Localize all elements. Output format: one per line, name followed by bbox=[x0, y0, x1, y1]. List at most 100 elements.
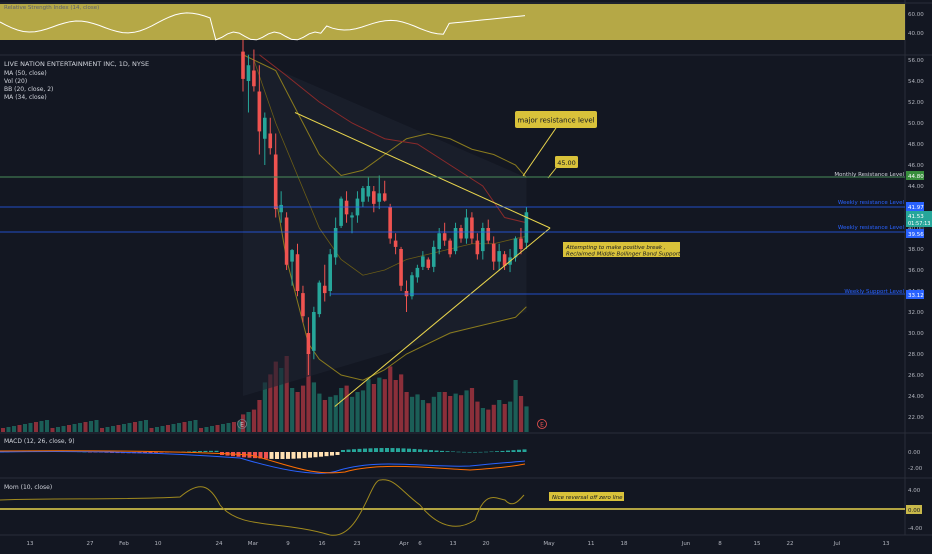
candle-body bbox=[372, 191, 376, 204]
monthly-resistance-tag bbox=[906, 171, 924, 180]
earnings-marker-1[interactable]: E bbox=[237, 419, 247, 429]
volume-bar bbox=[442, 392, 447, 432]
volume-bar bbox=[464, 390, 469, 432]
macd-histogram-bar bbox=[500, 450, 505, 452]
legend-ma34: MA (34, close) bbox=[4, 94, 47, 101]
volume-bar bbox=[94, 420, 99, 432]
bollinger-middle bbox=[253, 59, 527, 276]
volume-bar bbox=[399, 374, 404, 432]
time-tick-label: Feb bbox=[119, 541, 129, 547]
mom-note-box bbox=[549, 492, 624, 501]
target-price-callout[interactable]: 45.00 bbox=[555, 156, 578, 168]
breakout-note[interactable]: Attempting to make positive break , Recl… bbox=[563, 242, 681, 258]
price-tick-label: 32.00 bbox=[908, 310, 924, 316]
volume-bar bbox=[377, 377, 382, 432]
symbol-title: LIVE NATION ENTERTAINMENT INC, 1D, NYSE bbox=[4, 60, 149, 68]
macd-histogram-bar bbox=[390, 448, 395, 452]
volume-bar bbox=[39, 421, 44, 432]
macd-label: MACD (12, 26, close, 9) bbox=[4, 438, 75, 445]
volume-bar bbox=[199, 428, 203, 432]
breakout-note-box bbox=[563, 242, 680, 257]
volume-bar bbox=[366, 379, 371, 432]
monthly-resistance-tag-text: 44.80 bbox=[908, 174, 924, 180]
mom-label: Mom (10, close) bbox=[4, 484, 52, 491]
volume-bar bbox=[350, 396, 355, 432]
macd-histogram-bar bbox=[203, 450, 208, 452]
macd-histogram-bar bbox=[506, 450, 510, 452]
macd-histogram-bar bbox=[346, 449, 351, 452]
mom-note-text: Nice reversal off zero line bbox=[552, 495, 623, 501]
candle-body bbox=[263, 117, 267, 139]
level-lines bbox=[0, 112, 905, 407]
macd-histogram-bar bbox=[401, 448, 406, 452]
major-resistance-box bbox=[515, 111, 597, 128]
volume-bar bbox=[122, 424, 126, 432]
legend-ma50: MA (50, close) bbox=[4, 70, 47, 77]
candle-body bbox=[301, 293, 305, 317]
macd-histogram-bar bbox=[363, 448, 367, 452]
earnings-e: E bbox=[240, 422, 244, 429]
volume-bar bbox=[193, 420, 198, 432]
volume-bar bbox=[491, 404, 496, 432]
current-price-text: 41.53 bbox=[908, 214, 924, 220]
volume-bar bbox=[182, 422, 187, 432]
volume-bar bbox=[322, 400, 327, 432]
weekly-resistance-upper-tag bbox=[906, 202, 924, 211]
volume-bar bbox=[61, 426, 66, 432]
time-tick-label: 15 bbox=[754, 541, 761, 547]
time-tick-label: Mar bbox=[248, 541, 259, 547]
volume-bar bbox=[295, 392, 300, 432]
volume-bar bbox=[453, 393, 458, 432]
price-tick-label: 28.00 bbox=[908, 352, 924, 358]
volume-bar bbox=[431, 396, 436, 432]
bollinger-upper bbox=[242, 54, 527, 178]
candle-body bbox=[502, 254, 507, 266]
price-tick-label: 38.00 bbox=[908, 247, 924, 253]
candle-body bbox=[284, 217, 289, 265]
price-tick-label: 24.00 bbox=[908, 394, 924, 400]
volume-bar bbox=[149, 428, 154, 432]
legend-vol: Vol (20) bbox=[4, 78, 27, 85]
legend-bb: BB (20, close, 2) bbox=[4, 86, 53, 93]
time-tick-label: 6 bbox=[418, 541, 422, 547]
price-tick-label: 50.00 bbox=[908, 121, 924, 127]
volume-bar bbox=[155, 427, 159, 432]
price-tick-label: 46.00 bbox=[908, 163, 924, 169]
candle-body bbox=[366, 186, 371, 197]
macd-histogram-bar bbox=[374, 448, 378, 452]
candle-body bbox=[393, 240, 398, 247]
volume-bar bbox=[284, 356, 289, 432]
candle-body bbox=[437, 233, 441, 249]
macd-histogram-bar bbox=[335, 452, 340, 455]
volume-bar bbox=[404, 392, 409, 432]
candle-body bbox=[241, 51, 245, 79]
volume-bar bbox=[382, 379, 387, 432]
rsi-tick-label: 60.00 bbox=[908, 12, 924, 18]
time-tick-label: 13 bbox=[450, 541, 457, 547]
macd-histogram-bar bbox=[385, 448, 389, 452]
volume-bar bbox=[23, 424, 27, 432]
volume-bar bbox=[226, 423, 231, 432]
volume-bar bbox=[262, 382, 267, 432]
volume-bar bbox=[28, 423, 33, 432]
macd-histogram-bar bbox=[462, 451, 466, 453]
volume-bar bbox=[355, 392, 360, 432]
major-resistance-callout[interactable]: major resistance level bbox=[515, 111, 597, 128]
volume-bar bbox=[393, 380, 398, 432]
macd-histogram-bar bbox=[467, 451, 472, 453]
volume-bar bbox=[459, 395, 464, 432]
volume-bar bbox=[360, 390, 366, 432]
mom-note[interactable]: Nice reversal off zero line bbox=[549, 492, 624, 501]
macd-histogram-bar bbox=[275, 452, 279, 459]
weekly-resistance-lower-tag-text: 39.56 bbox=[908, 232, 924, 238]
macd-histogram-bar bbox=[368, 448, 373, 452]
time-tick-label: 11 bbox=[588, 541, 595, 547]
volume-bar bbox=[237, 421, 242, 432]
macd-histogram-bar bbox=[396, 448, 400, 452]
volume-bar bbox=[67, 425, 71, 432]
volume-bar bbox=[333, 395, 338, 432]
earnings-marker-2[interactable]: E bbox=[537, 419, 547, 429]
volume-bar bbox=[513, 380, 518, 432]
